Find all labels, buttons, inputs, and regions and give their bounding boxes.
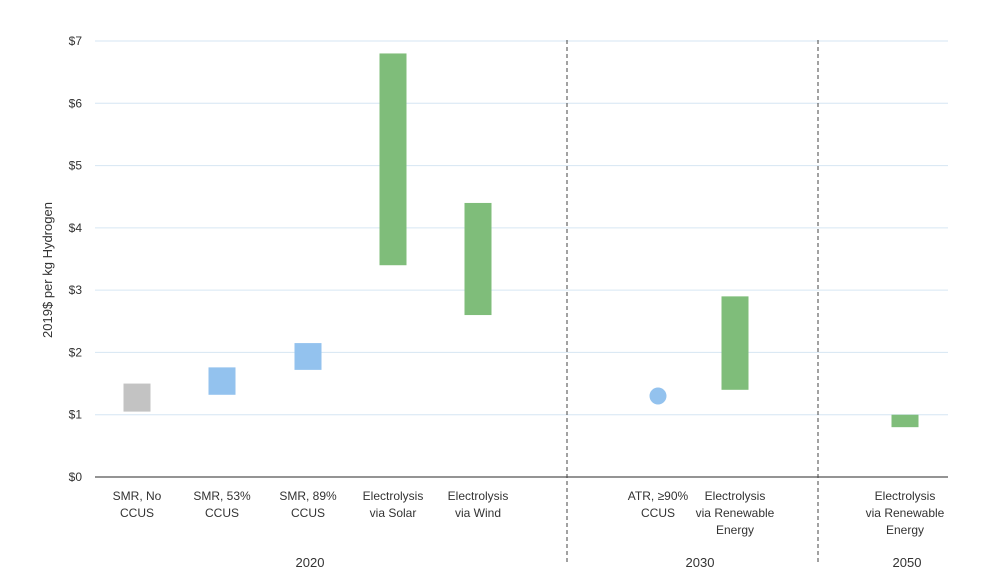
category-label: CCUS — [291, 506, 325, 520]
period-label: 2050 — [893, 555, 922, 570]
category-label: Electrolysis — [363, 489, 424, 503]
range-bar — [464, 202, 492, 316]
y-tick-label: $4 — [69, 221, 83, 235]
period-label: 2030 — [686, 555, 715, 570]
category-label: CCUS — [641, 506, 675, 520]
y-tick-label: $5 — [69, 159, 83, 173]
y-tick-label: $6 — [69, 96, 83, 110]
y-tick-label: $1 — [69, 408, 83, 422]
category-label: CCUS — [120, 506, 154, 520]
category-label: via Solar — [370, 506, 417, 520]
y-tick-label: $3 — [69, 283, 83, 297]
category-label: via Renewable — [696, 506, 775, 520]
range-bar — [379, 53, 407, 266]
category-label: ATR, ≥90% — [628, 489, 689, 503]
category-label: CCUS — [205, 506, 239, 520]
y-tick-label: $7 — [69, 34, 83, 48]
category-label: Electrolysis — [705, 489, 766, 503]
range-bar — [891, 414, 919, 428]
range-bar — [123, 383, 151, 412]
data-point — [649, 387, 667, 405]
period-dividers — [566, 40, 819, 564]
gridlines — [95, 40, 948, 478]
range-bar — [721, 296, 749, 390]
y-tick-label: $0 — [69, 470, 83, 484]
category-labels: SMR, No CCUS SMR, 53% CCUS SMR, 89% CCUS Elect… — [113, 489, 945, 537]
period-label: 2020 — [296, 555, 325, 570]
range-bar — [208, 367, 236, 395]
data-marks — [123, 53, 919, 428]
category-label: via Wind — [455, 506, 501, 520]
y-tick-label: $2 — [69, 345, 83, 359]
category-label: SMR, 89% — [279, 489, 337, 503]
category-label: Electrolysis — [448, 489, 509, 503]
category-label: via Renewable — [866, 506, 945, 520]
range-bar — [294, 343, 322, 370]
category-label: Energy — [886, 523, 924, 537]
period-labels: 2020 2030 2050 — [296, 555, 922, 570]
category-label: Electrolysis — [875, 489, 936, 503]
y-axis-ticks: $0 $1 $2 $3 $4 $5 $6 $7 — [69, 34, 83, 484]
y-axis-title: 2019$ per kg Hydrogen — [40, 202, 55, 338]
category-label: Energy — [716, 523, 754, 537]
category-label: SMR, No — [113, 489, 162, 503]
category-label: SMR, 53% — [193, 489, 251, 503]
